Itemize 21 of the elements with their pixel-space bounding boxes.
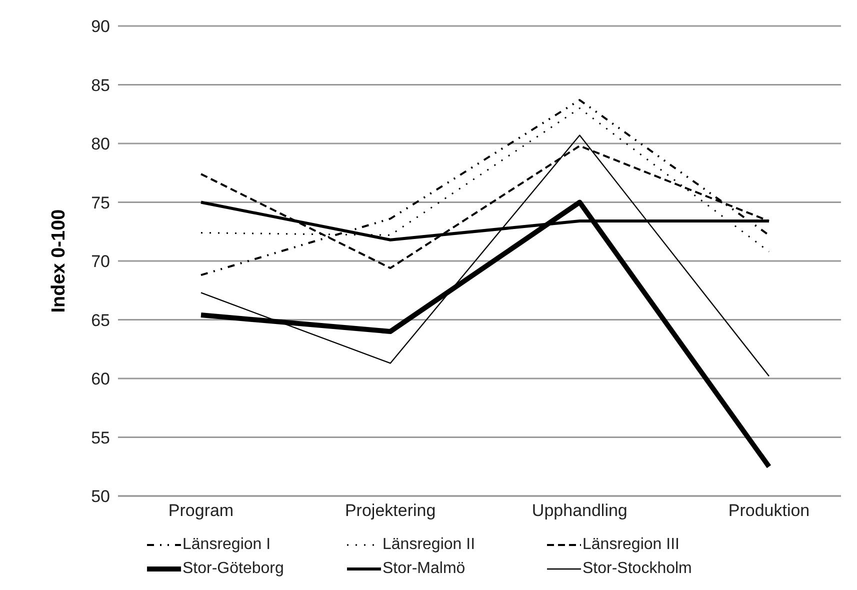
y-tick-label: 55 [91, 428, 110, 448]
x-tick-label: Upphandling [532, 501, 628, 520]
line-series [200, 99, 770, 276]
y-tick-label: 70 [91, 252, 110, 272]
x-tick-label: Program [168, 501, 234, 520]
x-tick-label: Produktion [728, 501, 810, 520]
y-tick-label: 80 [91, 134, 110, 154]
legend-label: Stor-Göteborg [182, 560, 284, 578]
legend-label: Stor-Malmö [382, 560, 466, 578]
legend-label: Stor-Stockholm [582, 560, 692, 578]
legend-label: Länsregion III [582, 536, 680, 554]
y-tick-label: 50 [91, 487, 110, 506]
legend-label: Länsregion II [382, 536, 476, 554]
y-tick-label: 65 [91, 310, 110, 330]
legend-label: Länsregion I [182, 536, 271, 554]
y-tick-label: 60 [91, 370, 110, 389]
y-axis-title: Index 0-100 [48, 209, 70, 313]
x-tick-label: Projektering [344, 501, 436, 520]
y-tick-label: 90 [91, 17, 110, 36]
y-tick-label: 85 [91, 76, 110, 95]
y-tick-label: 75 [91, 193, 110, 212]
